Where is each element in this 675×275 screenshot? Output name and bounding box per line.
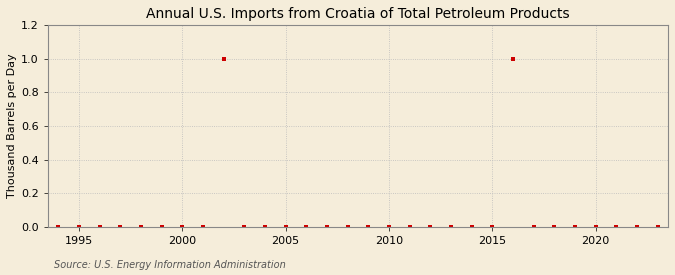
Y-axis label: Thousand Barrels per Day: Thousand Barrels per Day — [7, 54, 17, 198]
Text: Source: U.S. Energy Information Administration: Source: U.S. Energy Information Administ… — [54, 260, 286, 270]
Title: Annual U.S. Imports from Croatia of Total Petroleum Products: Annual U.S. Imports from Croatia of Tota… — [146, 7, 570, 21]
